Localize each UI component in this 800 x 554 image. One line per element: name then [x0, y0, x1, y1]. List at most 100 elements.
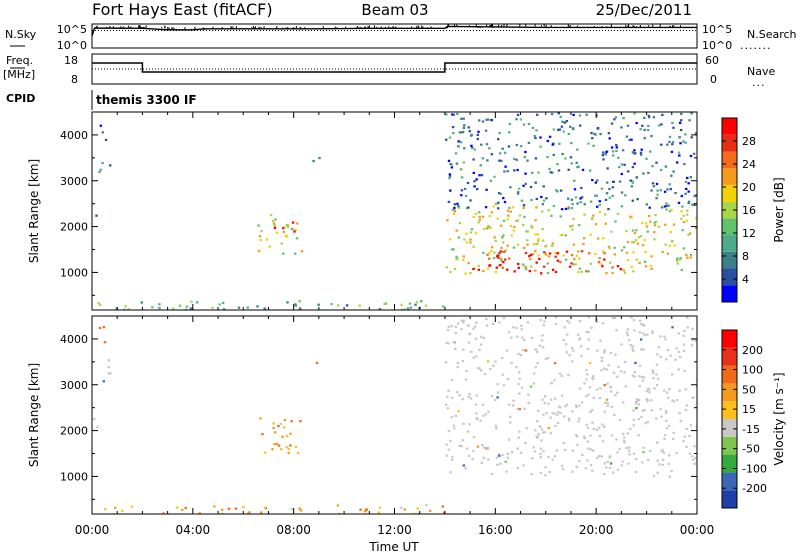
power-cell: [635, 258, 638, 261]
velocity-cell: [610, 405, 614, 408]
y-tick-label: 3000: [60, 175, 88, 188]
power-cell: [453, 209, 456, 212]
velocity-cell: [509, 415, 512, 418]
power-cell: [538, 257, 541, 260]
velocity-cell: [609, 351, 613, 354]
power-cell: [561, 120, 564, 123]
velocity-cell: [454, 332, 458, 335]
velocity-cell: [566, 333, 569, 336]
velocity-cell: [93, 418, 96, 421]
velocity-cell: [620, 464, 623, 467]
velocity-cell: [504, 460, 507, 463]
power-cell: [692, 152, 696, 155]
power-cell: [497, 254, 500, 257]
velocity-cell: [499, 462, 502, 465]
velocity-cell: [649, 450, 652, 453]
power-cell: [604, 198, 608, 201]
power-cell: [99, 168, 102, 171]
power-cell: [594, 223, 598, 226]
power-cell: [653, 238, 656, 241]
colorbar-tick-label: 20: [742, 181, 756, 194]
power-cell: [401, 308, 404, 310]
power-cell: [686, 256, 689, 259]
power-cell: [517, 266, 520, 269]
velocity-cell: [540, 439, 543, 442]
velocity-cell: [450, 378, 454, 382]
power-cell: [630, 138, 633, 141]
velocity-cell: [534, 429, 537, 432]
velocity-cell: [486, 360, 490, 363]
power-cell: [536, 233, 540, 236]
freq-ticks: 18 8 60 0: [64, 54, 719, 86]
power-cell: [598, 203, 601, 206]
velocity-cell: [662, 451, 666, 454]
power-cell: [574, 196, 578, 199]
velocity-cell: [587, 331, 590, 334]
power-cell: [493, 251, 496, 254]
power-cell: [572, 113, 575, 116]
power-cell: [459, 141, 463, 144]
power-cell: [451, 126, 455, 129]
velocity-cell: [468, 423, 471, 426]
velocity-cell: [467, 341, 471, 344]
power-cell: [567, 132, 571, 135]
velocity-cell: [464, 467, 467, 470]
power-cell: [643, 116, 646, 119]
power-cell: [516, 168, 519, 172]
power-cell: [607, 208, 610, 211]
power-cell: [554, 270, 558, 274]
power-cell: [530, 225, 533, 228]
power-cell: [529, 253, 533, 257]
power-cell: [610, 146, 614, 149]
velocity-cell: [501, 373, 505, 376]
velocity-cell: [443, 511, 446, 514]
power-cell: [499, 192, 503, 196]
velocity-cell: [114, 506, 117, 509]
velocity-cell: [553, 412, 556, 415]
power-cell: [631, 166, 635, 169]
velocity-cell: [571, 449, 574, 452]
power-cell: [546, 156, 549, 159]
power-cell: [442, 305, 445, 308]
power-cell: [222, 308, 226, 310]
velocity-cell: [454, 325, 457, 328]
velocity-cell: [475, 394, 478, 397]
power-cell: [544, 252, 547, 255]
power-cell: [579, 201, 582, 204]
power-cell: [543, 251, 546, 254]
velocity-cell: [542, 413, 545, 416]
colorbar-cell: [722, 490, 737, 508]
velocity-cell: [644, 422, 647, 425]
velocity-cell: [616, 375, 619, 378]
velocity-cell: [553, 379, 556, 382]
power-cell: [578, 224, 581, 227]
noise-series-nsky: [91, 25, 697, 37]
velocity-cell: [472, 356, 475, 359]
colorbar-cell: [722, 235, 737, 252]
velocity-cell: [591, 421, 594, 424]
power-cell: [296, 222, 299, 225]
velocity-cell: [656, 459, 659, 462]
power-cell: [671, 143, 674, 146]
power-cell: [498, 192, 501, 195]
power-cell: [674, 192, 677, 195]
power-cell: [668, 210, 672, 213]
power-cell: [694, 227, 697, 230]
y-tick-label: 4000: [60, 129, 88, 142]
power-cell: [656, 189, 659, 192]
power-cell: [611, 150, 615, 153]
colorbar-tick-label: 12: [742, 227, 756, 240]
velocity-cell: [578, 338, 581, 341]
power-cell: [594, 194, 597, 197]
velocity-cell: [678, 355, 682, 359]
velocity-cell: [517, 352, 520, 355]
power-cell: [620, 249, 624, 252]
power-cell: [486, 253, 489, 256]
velocity-cell: [485, 447, 488, 450]
time-tick-label: 20:00: [579, 523, 614, 537]
power-cell: [268, 245, 271, 248]
velocity-cell: [451, 396, 454, 399]
power-cell: [595, 114, 598, 117]
power-cell: [184, 308, 188, 310]
power-cell: [507, 145, 511, 148]
